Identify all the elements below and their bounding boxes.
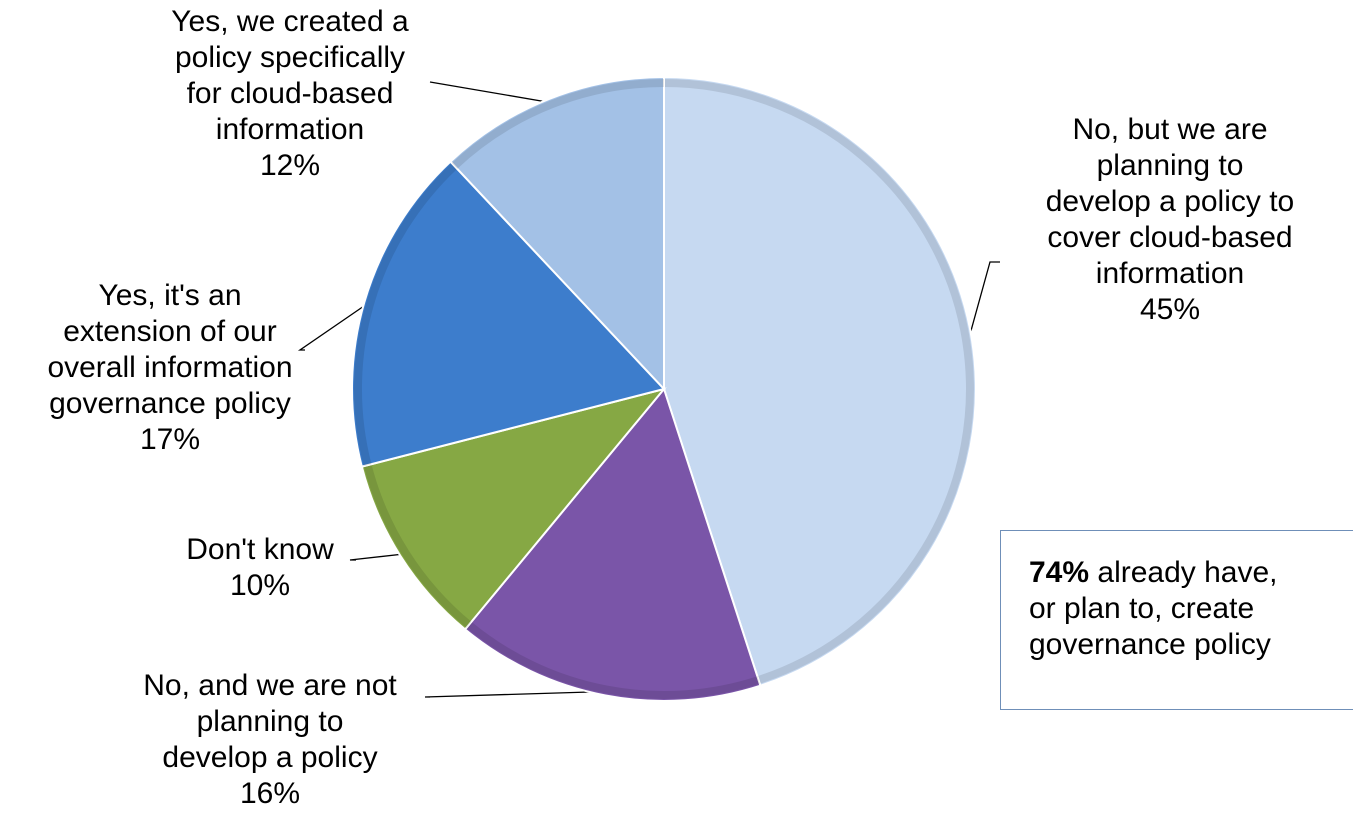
callout-line-2: or plan to, create bbox=[1001, 591, 1353, 627]
slice-label-line: No, but we are bbox=[990, 112, 1350, 148]
summary-callout-box: 74% already have, or plan to, create gov… bbox=[1000, 530, 1353, 710]
slice-label-line: information bbox=[990, 256, 1350, 292]
slice-label-yes-extension: Yes, it's an extension of our overall in… bbox=[0, 278, 340, 458]
slice-label-no-planning: No, but we are planning to develop a pol… bbox=[990, 112, 1350, 328]
slice-label-line: Don't know bbox=[160, 532, 360, 568]
callout-highlight: 74% bbox=[1029, 556, 1089, 589]
slice-percent-label: 16% bbox=[100, 776, 440, 812]
callout-line-1-text: already have, bbox=[1089, 556, 1277, 589]
slice-label-line: planning to bbox=[100, 704, 440, 740]
slice-label-line: planning to bbox=[990, 148, 1350, 184]
slice-label-line: overall information bbox=[0, 350, 340, 386]
slice-label-line: information bbox=[130, 112, 450, 148]
slice-label-line: develop a policy bbox=[100, 740, 440, 776]
callout-line-3: governance policy bbox=[1001, 627, 1353, 663]
slice-label-line: Yes, we created a bbox=[130, 4, 450, 40]
slice-percent-label: 10% bbox=[160, 568, 360, 604]
slice-label-yes-specific: Yes, we created a policy specifically fo… bbox=[130, 4, 450, 184]
slice-label-line: extension of our bbox=[0, 314, 340, 350]
slice-percent-label: 45% bbox=[990, 292, 1350, 328]
slice-label-line: Yes, it's an bbox=[0, 278, 340, 314]
slice-label-line: No, and we are not bbox=[100, 668, 440, 704]
slice-label-dont-know: Don't know 10% bbox=[160, 532, 360, 604]
slice-label-no-not-planning: No, and we are not planning to develop a… bbox=[100, 668, 440, 812]
slice-percent-label: 17% bbox=[0, 422, 340, 458]
slice-percent-label: 12% bbox=[130, 148, 450, 184]
slice-label-line: for cloud-based bbox=[130, 76, 450, 112]
slice-label-line: governance policy bbox=[0, 386, 340, 422]
slice-label-line: develop a policy to bbox=[990, 184, 1350, 220]
slice-label-line: cover cloud-based bbox=[990, 220, 1350, 256]
callout-line-1: 74% already have, bbox=[1001, 555, 1353, 591]
leader-line bbox=[425, 692, 606, 698]
slice-label-line: policy specifically bbox=[130, 40, 450, 76]
